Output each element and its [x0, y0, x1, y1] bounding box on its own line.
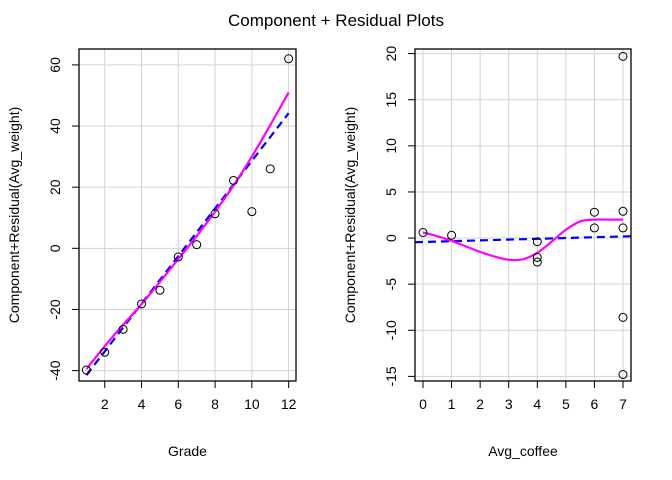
- data-point: [618, 223, 628, 233]
- x-tick-label: 8: [211, 396, 219, 412]
- data-point: [447, 230, 457, 240]
- data-point: [532, 252, 542, 262]
- panel-avg-coffee: 0 1 2 3 4 5 6 7 -15 -10 -5 0 5 10 15 20 Avg_coffee Compon…: [342, 46, 632, 459]
- smooth-fit-curve: [85, 91, 290, 370]
- y-tick-label: 0: [383, 234, 399, 242]
- plot-box: [78, 48, 297, 382]
- plot-area: [415, 51, 631, 380]
- data-point: [247, 207, 257, 217]
- y-tick-label: 15: [383, 92, 399, 108]
- x-axis-label: Avg_coffee: [488, 443, 558, 459]
- data-point: [618, 312, 628, 322]
- data-point: [532, 257, 542, 267]
- data-point: [81, 365, 91, 375]
- y-tick-label: 20: [47, 179, 63, 195]
- y-tick-label: -15: [383, 366, 399, 386]
- data-point: [618, 370, 628, 380]
- x-tick-label: 10: [244, 396, 260, 412]
- data-point: [589, 207, 599, 217]
- y-tick-label: 5: [383, 188, 399, 196]
- x-tick-label: 12: [281, 396, 297, 412]
- plot-box: [414, 48, 632, 382]
- x-tick-label: 3: [505, 396, 513, 412]
- data-point: [228, 175, 238, 185]
- data-point: [118, 324, 128, 334]
- x-tick-label: 0: [419, 396, 427, 412]
- x-tick-label: 5: [562, 396, 570, 412]
- x-tick-label: 2: [476, 396, 484, 412]
- data-point: [210, 209, 220, 219]
- y-tick-label: 40: [47, 118, 63, 134]
- data-point: [418, 228, 428, 238]
- x-axis-label: Grade: [168, 443, 207, 459]
- data-point: [100, 347, 110, 357]
- data-point: [173, 252, 183, 262]
- data-point: [589, 223, 599, 233]
- data-point: [265, 164, 275, 174]
- x-tick-label: 4: [138, 396, 146, 412]
- y-tick-label: 0: [47, 244, 63, 252]
- data-point: [618, 206, 628, 216]
- y-tick-label: 10: [383, 138, 399, 154]
- x-tick-label: 6: [591, 396, 599, 412]
- linear-fit-line: [415, 235, 631, 244]
- y-axis-label: Component+Residual(Avg_weight): [342, 107, 358, 323]
- linear-fit-line: [85, 112, 290, 376]
- data-point: [192, 240, 202, 250]
- y-tick-label: -10: [383, 320, 399, 340]
- y-axis-label: Component+Residual(Avg_weight): [6, 107, 22, 323]
- smooth-fit-curve: [422, 218, 623, 262]
- x-tick-label: 6: [174, 396, 182, 412]
- x-tick-label: 1: [448, 396, 456, 412]
- data-point: [532, 237, 542, 247]
- y-tick-label: -40: [47, 360, 63, 380]
- panel-grade: 2 4 6 8 10 12 -40 -20 0 20 40 60 Grade Component+Resi…: [6, 48, 297, 459]
- data-point: [284, 54, 294, 64]
- y-tick-label: 60: [47, 57, 63, 73]
- data-point: [155, 285, 165, 295]
- data-point: [137, 299, 147, 309]
- y-tick-label: -5: [383, 278, 399, 291]
- plot-area: [81, 54, 294, 376]
- x-tick-label: 4: [533, 396, 541, 412]
- y-tick-label: -20: [47, 299, 63, 319]
- x-tick-label: 7: [619, 396, 627, 412]
- data-point: [618, 51, 628, 61]
- x-tick-label: 2: [101, 396, 109, 412]
- figure-title: Component + Residual Plots: [228, 11, 444, 30]
- y-tick-label: 20: [383, 46, 399, 62]
